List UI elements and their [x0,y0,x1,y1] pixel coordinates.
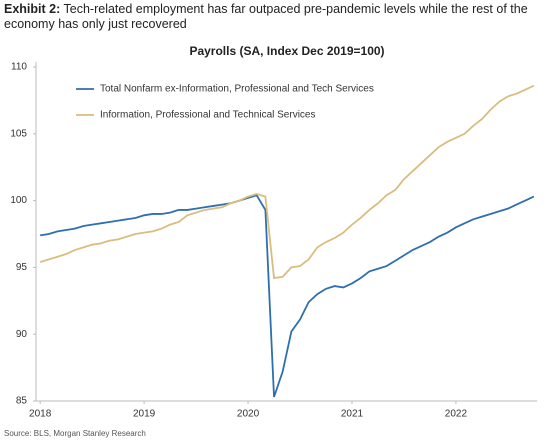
y-tick-label: 95 [16,262,28,273]
y-tick-label: 85 [16,396,28,407]
y-tick-label: 110 [11,62,27,73]
legend-label: Total Nonfarm ex-Information, Profession… [100,84,374,95]
series-line [40,194,535,398]
x-tick-label: 2020 [237,409,260,420]
header: Exhibit 2: Tech-related employment has f… [4,2,544,32]
x-tick-label: 2019 [133,409,156,420]
x-tick-label: 2018 [29,409,52,420]
x-tick-label: 2022 [445,409,468,420]
exhibit-title: Tech-related employment has far outpaced… [4,2,528,31]
source: Source: BLS, Morgan Stanley Research [4,429,146,438]
y-tick-label: 105 [10,128,27,139]
series-line [39,84,535,280]
chart-title: Payrolls (SA, Index Dec 2019=100) [189,44,384,58]
y-tick-label: 100 [10,195,27,206]
exhibit-label: Exhibit 2: [4,2,61,16]
y-tick-label: 90 [16,329,28,340]
x-tick-label: 2021 [341,409,364,420]
legend-label: Information, Professional and Technical … [100,110,315,121]
